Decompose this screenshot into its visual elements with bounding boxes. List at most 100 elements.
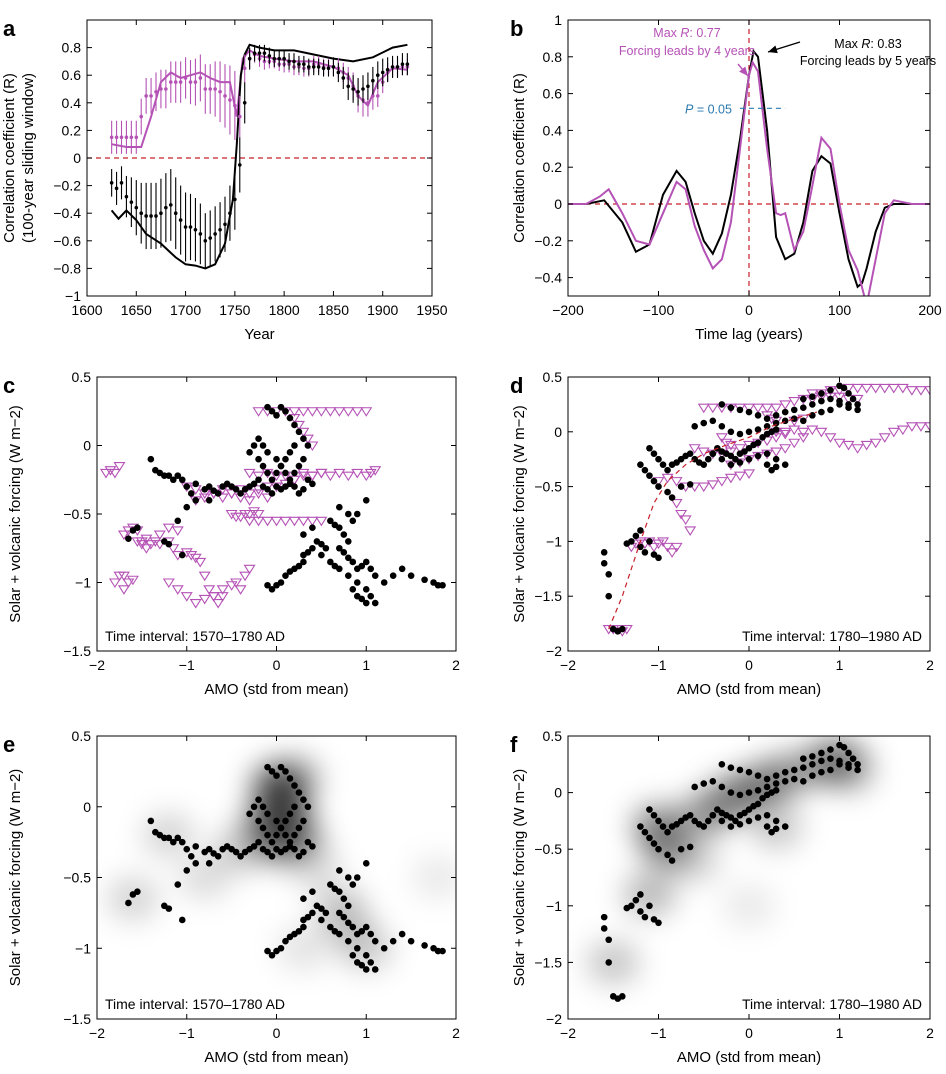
scatter-point: [255, 838, 262, 846]
scatter-point: [345, 538, 352, 545]
scatter-point: [380, 579, 388, 586]
scatter-point: [295, 852, 303, 860]
scatter-point: [718, 761, 726, 768]
scatter-point: [295, 927, 303, 935]
data-point: [228, 211, 232, 215]
panel-f: f Time interval: 1780–1980 AD −2 −1 0 1 2 −2 −1.…: [510, 728, 934, 1066]
scatter-point: [700, 780, 708, 787]
scatter-point: [286, 838, 294, 846]
scatter-point: [668, 857, 676, 864]
scatter-point: [809, 772, 816, 779]
data-point: [114, 135, 119, 140]
triangle-point: [324, 407, 337, 417]
triangle-point: [670, 477, 683, 487]
triangle-point: [252, 516, 265, 527]
density-blob: [587, 940, 640, 985]
scatter-point: [304, 442, 312, 449]
scatter-point: [659, 823, 667, 830]
data-point: [188, 80, 193, 84]
data-point: [164, 205, 168, 210]
triangle-point: [661, 542, 674, 553]
data-point: [287, 59, 291, 64]
scatter-point: [754, 412, 762, 419]
scatter-point: [840, 744, 848, 751]
scatter-point: [169, 838, 177, 846]
data-point: [395, 65, 400, 69]
y-tick-label: −2: [546, 643, 562, 659]
triangle-point: [108, 468, 121, 479]
scatter-point: [763, 423, 771, 430]
triangle-point: [216, 592, 229, 602]
scatter-point: [264, 947, 271, 955]
y-tick-label: 0.8: [543, 49, 563, 65]
scatter-point: [345, 902, 352, 910]
scatter-point: [664, 466, 671, 474]
scatter-point: [632, 532, 640, 540]
scatter-point: [800, 395, 807, 403]
data-point: [267, 54, 272, 58]
y-tick-label: 0.5: [72, 728, 92, 744]
scatter-point: [255, 817, 262, 825]
triangle-point: [315, 468, 328, 479]
scatter-point: [637, 527, 644, 534]
scatter-point: [646, 806, 653, 813]
scatter-point: [313, 538, 321, 545]
x-tick-label: 100: [828, 302, 852, 318]
time-interval-label: Time interval: 1780–1980 AD: [742, 628, 922, 644]
triangle-point: [715, 433, 728, 443]
triangle-point: [752, 403, 765, 414]
y-tick-label: 0: [554, 424, 562, 440]
x-tick-label: 2: [926, 1025, 934, 1041]
scatter-point: [277, 403, 285, 411]
data-point: [159, 211, 163, 215]
scatter-point: [336, 930, 343, 938]
y-axis-label: Correlation coefficient (R): [1, 73, 18, 243]
scatter-point: [650, 450, 658, 458]
data-point: [129, 135, 134, 140]
scatter-point: [345, 874, 352, 881]
data-point: [109, 135, 114, 140]
scatter-point: [286, 775, 294, 782]
data-point: [208, 87, 213, 91]
scatter-point: [183, 503, 191, 511]
data-point: [168, 80, 173, 84]
data-point: [228, 98, 232, 102]
scatter-point: [309, 843, 316, 850]
data-point: [306, 65, 311, 69]
triangle-point: [212, 598, 225, 609]
triangle-point: [252, 485, 265, 495]
triangle-point: [180, 592, 193, 602]
data-point: [109, 181, 114, 185]
triangle-point: [869, 438, 882, 449]
y-tick-label: −1.5: [534, 954, 562, 970]
triangle-point: [743, 403, 755, 414]
scatter-point: [827, 395, 834, 403]
triangle-point: [647, 542, 660, 553]
triangle-point: [243, 489, 256, 499]
scatter-point: [745, 817, 753, 825]
scatter-point: [655, 455, 662, 463]
triangle-point: [162, 523, 175, 534]
scatter-point: [286, 810, 294, 818]
scatter-point: [174, 517, 182, 525]
scatter-point: [800, 755, 807, 762]
scatter-point: [827, 755, 834, 762]
scatter-point: [232, 848, 240, 856]
scatter-point: [371, 572, 379, 579]
scatter-point: [232, 486, 240, 493]
x-tick-label: −1: [651, 1025, 667, 1041]
data-point: [173, 211, 178, 215]
scatter-point: [709, 450, 717, 458]
x-tick-label: 0: [273, 657, 281, 673]
forcing-lead-label: Forcing leads by 5 years: [800, 54, 936, 68]
triangle-point: [634, 537, 647, 547]
scatter-point: [840, 384, 848, 392]
data-point: [321, 66, 326, 71]
y-tick-label: −0.5: [63, 870, 91, 886]
scatter-point: [398, 930, 406, 938]
density-blob: [668, 838, 721, 883]
y-axis-label: Solar + volcanic forcing (W m−2): [7, 405, 24, 623]
triangle-point: [261, 493, 274, 504]
scatter-point: [264, 469, 271, 477]
data-point: [311, 65, 316, 69]
